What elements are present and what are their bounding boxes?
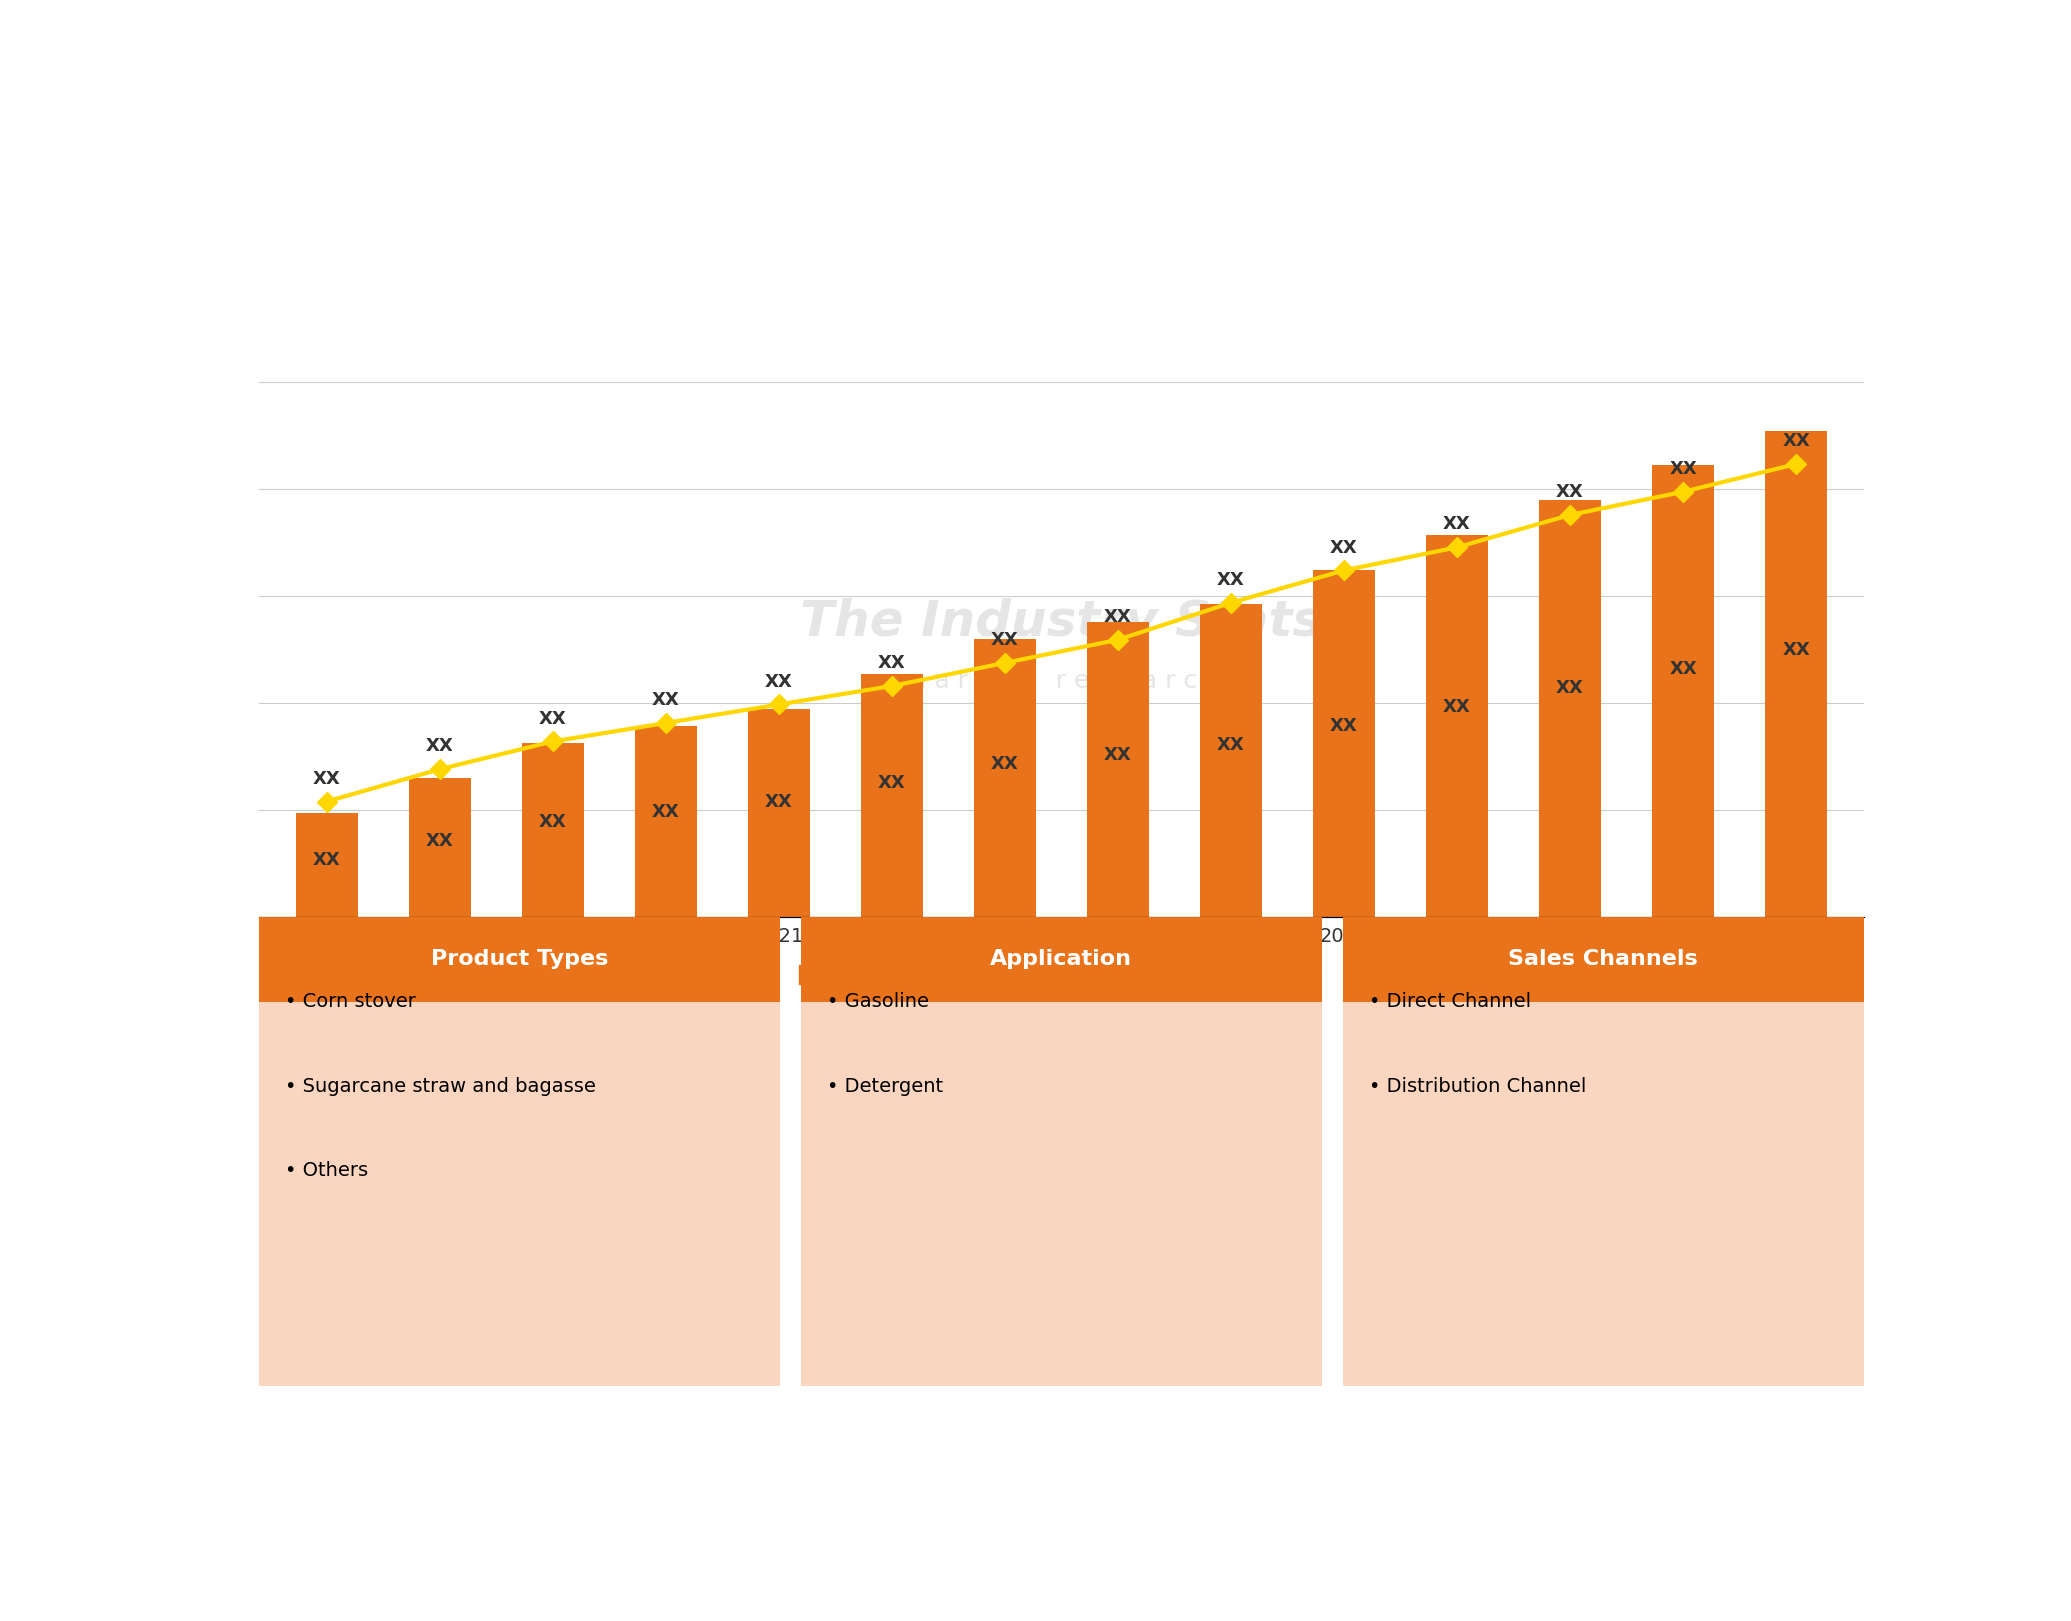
Text: XX: XX bbox=[878, 775, 905, 793]
Text: • Distribution Channel: • Distribution Channel bbox=[1369, 1076, 1586, 1096]
Text: XX: XX bbox=[313, 851, 340, 869]
Text: XX: XX bbox=[1669, 460, 1696, 478]
Text: XX: XX bbox=[764, 673, 793, 691]
Text: XX: XX bbox=[1330, 716, 1359, 734]
Text: Product Types: Product Types bbox=[431, 950, 609, 969]
Bar bbox=[296, 812, 358, 917]
Text: XX: XX bbox=[1783, 433, 1810, 451]
Text: Source: Theindustrystats Analysis: Source: Theindustrystats Analysis bbox=[307, 1405, 628, 1423]
Bar bbox=[1199, 605, 1261, 917]
Bar bbox=[634, 726, 696, 917]
FancyBboxPatch shape bbox=[1342, 917, 1864, 1002]
Text: Website: www.theindustrystats.com: Website: www.theindustrystats.com bbox=[1350, 1405, 1692, 1423]
FancyBboxPatch shape bbox=[259, 1002, 781, 1386]
Bar bbox=[522, 744, 584, 917]
Text: XX: XX bbox=[1218, 571, 1245, 588]
Text: XX: XX bbox=[1669, 660, 1696, 678]
Bar bbox=[748, 708, 810, 917]
Text: XX: XX bbox=[313, 770, 340, 788]
Text: XX: XX bbox=[1555, 483, 1584, 501]
Text: • Detergent: • Detergent bbox=[826, 1076, 942, 1096]
Bar bbox=[1313, 569, 1375, 917]
Text: • Sugarcane straw and bagasse: • Sugarcane straw and bagasse bbox=[286, 1076, 596, 1096]
Text: The Industry Stats: The Industry Stats bbox=[799, 598, 1323, 645]
FancyBboxPatch shape bbox=[801, 1002, 1321, 1386]
Text: XX: XX bbox=[427, 738, 454, 755]
Text: XX: XX bbox=[538, 812, 567, 830]
Text: XX: XX bbox=[538, 710, 567, 728]
Text: XX: XX bbox=[652, 802, 679, 820]
Text: XX: XX bbox=[1443, 515, 1470, 533]
Text: XX: XX bbox=[1330, 538, 1359, 556]
Text: XX: XX bbox=[992, 755, 1019, 773]
Text: • Corn stover: • Corn stover bbox=[286, 992, 416, 1012]
FancyBboxPatch shape bbox=[801, 917, 1321, 1002]
Text: Sales Channels: Sales Channels bbox=[1508, 950, 1698, 969]
Text: XX: XX bbox=[652, 691, 679, 708]
Text: XX: XX bbox=[1104, 608, 1131, 626]
Bar bbox=[1539, 499, 1601, 917]
Text: XX: XX bbox=[878, 655, 905, 673]
Bar bbox=[1653, 465, 1715, 917]
Text: • Others: • Others bbox=[286, 1161, 369, 1180]
Legend: Revenue (Million $), Y-oY Growth Rate (%): Revenue (Million $), Y-oY Growth Rate (%… bbox=[791, 956, 1332, 992]
Text: XX: XX bbox=[992, 631, 1019, 648]
Text: XX: XX bbox=[764, 793, 793, 812]
Bar bbox=[973, 639, 1036, 917]
Text: m a r k e t   r e s e a r c h: m a r k e t r e s e a r c h bbox=[901, 668, 1222, 692]
Bar bbox=[862, 674, 924, 917]
Text: • Direct Channel: • Direct Channel bbox=[1369, 992, 1530, 1012]
Text: XX: XX bbox=[427, 832, 454, 849]
Text: XX: XX bbox=[1218, 736, 1245, 754]
Text: Application: Application bbox=[990, 950, 1133, 969]
Bar bbox=[1764, 431, 1827, 917]
FancyBboxPatch shape bbox=[259, 917, 781, 1002]
Text: Fig. Global Cellulosic Ethanol Market Status and Outlook: Fig. Global Cellulosic Ethanol Market St… bbox=[284, 212, 1255, 242]
Text: Email: sales@theindustrystats.com: Email: sales@theindustrystats.com bbox=[853, 1405, 1183, 1423]
Bar bbox=[1427, 535, 1489, 917]
Bar bbox=[408, 778, 470, 917]
Text: XX: XX bbox=[1443, 699, 1470, 716]
FancyBboxPatch shape bbox=[1342, 1002, 1864, 1386]
Bar bbox=[1087, 622, 1149, 917]
Text: XX: XX bbox=[1555, 679, 1584, 697]
Text: XX: XX bbox=[1783, 640, 1810, 658]
Text: XX: XX bbox=[1104, 746, 1131, 763]
Text: • Gasoline: • Gasoline bbox=[826, 992, 930, 1012]
